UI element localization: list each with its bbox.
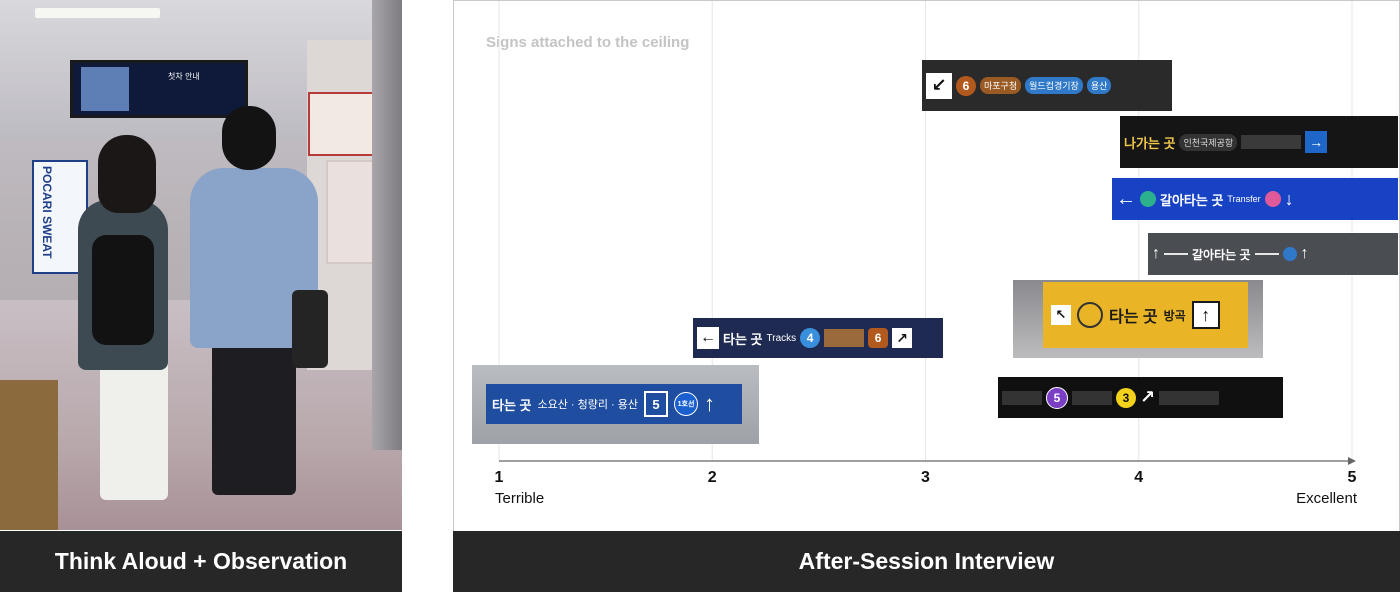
axis-label-terrible: Terrible [495,490,544,507]
photo-tv-screen: 첫차 안내 [70,60,248,118]
sign-7-band: ↖ 타는 곳 방곡 ↑ [1043,282,1248,348]
sign-3-station-a: 마포구청 [980,77,1022,94]
sign-thumbnail-2: ← 타는 곳 Tracks 4 6 ↗ [693,318,943,358]
photo-person-b-head [222,106,276,170]
left-panel: 첫차 안내 POCARI SWEAT Think Aloud + Observa… [0,0,402,592]
sign-6-light-2 [1254,253,1279,255]
arrow-up-icon: ↑ [1191,301,1220,329]
sign-7-title: 타는 곳 [1109,309,1158,326]
sign-1-platform-number: 5 [644,391,669,417]
arrow-up-right-icon: ↗ [1140,387,1156,407]
sign-thumbnail-5: ← 갈아타는 곳 Transfer ↓ [1112,178,1398,220]
sign-5-line-badge [1140,191,1156,207]
photo-tv-text: 첫차 안내 [168,72,200,81]
sign-thumbnail-3: ↙ 6 마포구청 월드컵경기장 용산 [922,60,1172,111]
sign-thumbnail-6: ↑ 갈아타는 곳 ↑ [1148,233,1398,275]
sign-6-title: 갈아타는 곳 [1192,247,1251,262]
sign-thumbnail-4: 나가는 곳 인천국제공항 → [1120,116,1398,168]
arrow-up-icon: ↑ [1152,245,1160,262]
arrow-up-left-icon: ↖ [1051,305,1071,325]
sign-3-station-c: 용산 [1086,77,1112,94]
x-axis-arrowhead [1348,457,1356,465]
tick-label-3: 3 [921,469,930,486]
photo-person-b-bag [292,290,328,368]
arrow-up-icon: ↑ [704,391,716,416]
photo-shelf [0,380,58,530]
left-caption: Think Aloud + Observation [54,548,348,574]
sign-1-destinations: 소요산 · 청량리 · 용산 [537,399,639,411]
sign-2-brown-panel [824,329,865,347]
photo-vending-text: POCARI SWEAT [40,166,54,259]
left-caption-bar: Think Aloud + Observation [0,531,402,592]
photo-person-a-backpack [92,235,154,345]
sign-2-title: 타는 곳 [723,331,763,347]
arrow-left-icon: ← [1116,187,1136,210]
sign-5-english: Transfer [1227,194,1261,204]
tick-label-5: 5 [1348,469,1357,486]
sign-5-title: 갈아타는 곳 [1160,192,1224,208]
sign-thumbnail-7: ↖ 타는 곳 방곡 ↑ [1013,280,1263,358]
photo-person-a-head [98,135,156,213]
sign-6-light [1164,253,1188,255]
sign-1-band: 타는 곳 소요산 · 청량리 · 용산 5 1호선 ↑ [486,384,742,424]
tick-label-2: 2 [708,469,717,486]
arrow-down-icon: ↓ [1284,188,1294,209]
arrow-left-icon: ← [697,327,719,349]
sign-1-line-badge: 1호선 [674,392,699,416]
tick-label-1: 1 [495,469,504,486]
sign-8-panel-2 [1072,390,1112,405]
photo-pillar [372,0,402,450]
sign-8-line-3-badge: 3 [1116,387,1136,408]
sign-8-panel-3 [1159,390,1220,405]
sign-4-exit-info: 인천국제공항 [1179,133,1238,151]
sign-3-station-b: 월드컵경기장 [1025,77,1083,94]
sign-2-line-4-badge: 4 [800,328,821,348]
sign-thumbnail-1: 타는 곳 소요산 · 청량리 · 용산 5 1호선 ↑ [472,365,759,444]
sign-1-title: 타는 곳 [492,397,532,413]
tick-label-4: 4 [1134,469,1143,486]
right-caption: After-Session Interview [798,548,1055,574]
arrow-up-right-icon: ↗ [892,328,913,348]
photo-person-b-legs [212,330,296,495]
sign-5-line-badge-2 [1264,191,1281,207]
arrow-right-icon: → [1305,131,1328,153]
sign-7-line-badge [1077,302,1103,328]
arrow-down-left-icon: ↙ [926,72,952,99]
axis-label-excellent: Excellent [1296,490,1358,507]
right-caption-bar: After-Session Interview [453,531,1400,592]
arrow-up-icon-2: ↑ [1300,245,1309,262]
sign-6-line-badge [1282,247,1297,261]
sign-8-line-5-badge: 5 [1046,386,1068,409]
sign-7-destination: 방곡 [1163,308,1186,323]
sign-3-line-6-badge: 6 [956,75,976,96]
observation-photo: 첫차 안내 POCARI SWEAT [0,0,402,530]
sign-4-panel [1241,135,1302,149]
sign-2-line-6-badge: 6 [868,328,889,348]
chart-ticks: 1 2 3 4 5 [495,469,1357,486]
photo-tv-person [81,67,129,111]
sign-thumbnail-8: 5 3 ↗ [998,377,1283,418]
sign-2-english: Tracks [766,332,797,344]
sign-8-panel [1002,390,1042,405]
sign-4-title: 나가는 곳 [1124,135,1176,151]
chart-axis [499,457,1356,465]
photo-ceiling-light [35,8,160,18]
chart-title: Signs attached to the ceiling [486,34,689,51]
